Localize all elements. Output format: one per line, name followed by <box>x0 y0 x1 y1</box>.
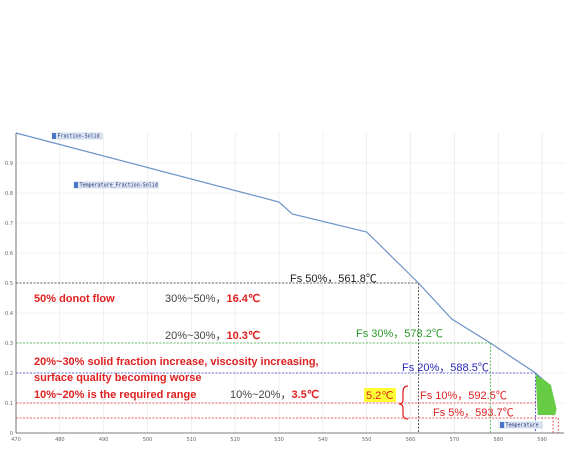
green-fill-area <box>535 373 557 415</box>
y-axis-badge-label: Fraction-Solid <box>58 134 100 140</box>
y-tick-label: 0.5 <box>5 281 13 287</box>
y-axis-badge-swatch <box>52 133 56 139</box>
annotations: Fs 50%，561.8℃ Fs 30%，578.2℃ Fs 20%，588.5℃ F… <box>34 273 514 420</box>
series-line-temperature-fraction-solid <box>15 132 543 380</box>
y-tick-label: 0.4 <box>5 311 13 317</box>
x-tick-label: 540 <box>318 437 328 443</box>
x-tick-label: 560 <box>406 437 416 443</box>
annotation-increase-line2: surface quality becoming worse <box>34 372 202 384</box>
annotation-20-30: 20%~30%，10.3℃ <box>165 330 260 342</box>
series-lines <box>15 132 543 380</box>
x-axis-badge-swatch <box>500 422 504 428</box>
x-tick-label: 490 <box>99 437 109 443</box>
x-tick-label: 510 <box>187 437 197 443</box>
y-tick-label: 0.9 <box>5 161 13 167</box>
y-tick-label: 0.2 <box>5 371 13 377</box>
red-brace <box>398 385 409 420</box>
badges: Fraction-Solid Temperature_Fraction-Solid… <box>51 132 543 429</box>
axes <box>15 133 564 434</box>
annotation-20-30-value: 10.3℃ <box>226 330 260 342</box>
series-badge-label: Temperature_Fraction-Solid <box>80 183 158 189</box>
annotation-increase-line1: 20%~30% solid fraction increase, viscosi… <box>34 356 319 368</box>
x-tick-label: 530 <box>274 437 284 443</box>
highlight-box-5-2 <box>364 388 396 402</box>
annotation-10-20-value: 3.5℃ <box>291 389 319 401</box>
series-badge-swatch <box>74 182 78 188</box>
annotation-fs5: Fs 5%，593.7℃ <box>433 407 514 419</box>
annotation-fs10: Fs 10%，592.5℃ <box>420 390 507 402</box>
y-tick-label: 0.3 <box>5 341 13 347</box>
x-tick-label: 550 <box>362 437 372 443</box>
annotation-required-range: 10%~20% is the required range <box>34 389 196 401</box>
x-tick-label: 480 <box>55 437 65 443</box>
annotation-fs50: Fs 50%，561.8℃ <box>290 273 377 285</box>
y-tick-label: 0.8 <box>5 191 13 197</box>
x-tick-label: 580 <box>493 437 503 443</box>
y-tick-label: 0.7 <box>5 221 13 227</box>
x-tick-label: 500 <box>143 437 153 443</box>
x-tick-label: 570 <box>450 437 460 443</box>
x-tick-label: 470 <box>11 437 21 443</box>
y-tick-label: 0 <box>10 431 13 437</box>
annotation-30-50: 30%~50%，16.4℃ <box>165 293 260 305</box>
y-tick-label: 0.6 <box>5 251 13 257</box>
green-range-fill <box>535 373 557 415</box>
annotation-fs30: Fs 30%，578.2℃ <box>356 328 443 340</box>
annotation-10-20: 10%~20%，3.5℃ <box>230 389 319 401</box>
annotation-20-30-range: 20%~30%， <box>165 330 226 342</box>
annotation-fs20: Fs 20%，588.5℃ <box>402 362 489 374</box>
tick-labels: 470 480 490 500 510 520 530 540 550 560 570 580 590 0… <box>5 161 547 443</box>
x-tick-label: 520 <box>230 437 240 443</box>
annotation-donot-flow: 50% donot flow <box>34 293 115 305</box>
x-tick-label: 590 <box>537 437 547 443</box>
annotation-30-50-value: 16.4℃ <box>226 293 260 305</box>
x-axis-badge-label: Temperature <box>506 423 539 429</box>
annotation-30-50-range: 30%~50%， <box>165 293 226 305</box>
annotation-10-20-range: 10%~20%， <box>230 389 291 401</box>
y-tick-label: 0.1 <box>5 401 13 407</box>
annotation-5-2: 5.2℃ <box>366 390 394 402</box>
